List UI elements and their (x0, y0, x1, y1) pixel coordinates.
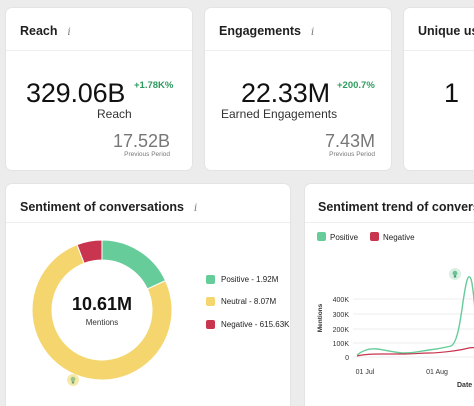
engagements-card: Engagements i 22.33M +200.7% Earned Engag… (205, 8, 391, 170)
engagements-title: Engagements i (219, 24, 314, 38)
trend-line-chart: Positive Negative Mentions 400K 300K 200… (317, 232, 474, 389)
divider (404, 50, 474, 51)
legend-item-negative[interactable]: Negative - 615.63K (206, 320, 290, 329)
y-tick: 200K (333, 327, 350, 334)
trend-title: Sentiment trend of conversatio (318, 200, 474, 214)
legend-item-neutral[interactable]: Neutral - 8.07M (206, 297, 276, 306)
donut-total-label: Mentions (86, 318, 118, 327)
x-tick: 01 Jul (356, 369, 375, 376)
unique-value: 1 (444, 78, 459, 108)
unique-card: Unique use 1 (404, 8, 474, 170)
negative-swatch (206, 320, 215, 329)
legend-negative[interactable]: Negative (383, 233, 415, 242)
x-axis-label: Date (457, 382, 472, 389)
unique-title: Unique use (418, 24, 474, 38)
reach-title-text: Reach (20, 24, 58, 38)
y-axis-label: Mentions (317, 303, 324, 332)
y-tick: 100K (333, 341, 350, 348)
donut-slice-positive[interactable] (101, 239, 167, 290)
divider (6, 222, 290, 223)
negative-series-line[interactable] (356, 346, 474, 357)
sentiment-title-text: Sentiment of conversations (20, 200, 184, 214)
legend-label: Neutral - 8.07M (221, 297, 277, 306)
y-tick: 300K (333, 312, 350, 319)
engagements-prev-value: 7.43M (324, 131, 375, 151)
engagements-label: Earned Engagements (221, 107, 338, 121)
neutral-swatch (206, 297, 215, 306)
lightbulb-icon[interactable] (449, 268, 461, 280)
reach-title: Reach i (20, 24, 71, 38)
reach-label: Reach (97, 107, 132, 121)
donut-slice-neutral[interactable] (31, 243, 173, 381)
donut-total: 10.61M (72, 294, 132, 314)
engagements-title-text: Engagements (219, 24, 301, 38)
info-icon[interactable]: i (310, 27, 315, 38)
engagements-delta: +200.7% (337, 80, 375, 91)
legend-label: Negative - 615.63K (221, 320, 290, 329)
positive-swatch (317, 232, 326, 241)
divider (6, 50, 192, 51)
reach-prev-label: Previous Period (124, 151, 170, 158)
lightbulb-icon[interactable] (67, 374, 79, 386)
sentiment-title: Sentiment of conversations i (20, 200, 197, 214)
positive-swatch (206, 275, 215, 284)
sentiment-card: Sentiment of conversations i 10.61M Menti… (6, 184, 290, 406)
info-icon[interactable]: i (67, 27, 71, 38)
info-icon[interactable]: i (193, 203, 198, 214)
engagements-value: 22.33M (241, 78, 330, 108)
reach-delta: +1.78K% (134, 80, 174, 91)
trend-card: Sentiment trend of conversatio Positive … (305, 184, 474, 406)
reach-card: Reach i 329.06B +1.78K% Reach 17.52B Prev… (6, 8, 192, 170)
x-tick: 01 Aug (426, 369, 448, 376)
reach-prev-value: 17.52B (112, 131, 170, 151)
legend-label: Positive - 1.92M (221, 275, 279, 284)
positive-series-line[interactable] (356, 276, 474, 356)
divider (205, 50, 391, 51)
engagements-prev-label: Previous Period (329, 151, 375, 158)
sentiment-donut-chart: 10.61M Mentions (31, 239, 173, 386)
y-tick: 0 (345, 355, 349, 362)
y-tick: 400K (333, 297, 350, 304)
legend-item-positive[interactable]: Positive - 1.92M (206, 275, 278, 284)
negative-swatch (370, 232, 379, 241)
legend-positive[interactable]: Positive (330, 233, 359, 242)
divider (305, 222, 474, 223)
donut-slice-negative[interactable] (76, 239, 103, 264)
reach-value: 329.06B (26, 78, 126, 108)
